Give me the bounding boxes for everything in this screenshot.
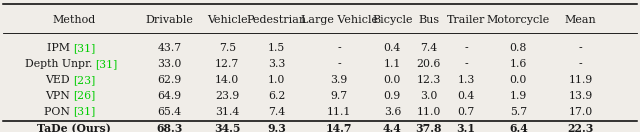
Text: Motorcycle: Motorcycle: [487, 15, 550, 25]
Text: 17.0: 17.0: [568, 107, 593, 117]
Text: 13.9: 13.9: [568, 91, 593, 101]
Text: [31]: [31]: [74, 43, 96, 53]
Text: -: -: [337, 59, 341, 69]
Text: VED: VED: [45, 75, 74, 85]
Text: 7.4: 7.4: [420, 43, 437, 53]
Text: 62.9: 62.9: [157, 75, 182, 85]
Text: Large Vehicle: Large Vehicle: [301, 15, 378, 25]
Text: 1.6: 1.6: [509, 59, 527, 69]
Text: [31]: [31]: [74, 107, 96, 117]
Text: 0.4: 0.4: [458, 91, 474, 101]
Text: 31.4: 31.4: [215, 107, 239, 117]
Text: VED [23]: VED [23]: [49, 75, 99, 85]
Text: 0.9: 0.9: [384, 91, 401, 101]
Text: 3.6: 3.6: [383, 107, 401, 117]
Text: 0.0: 0.0: [509, 75, 527, 85]
Text: IPM [31]: IPM [31]: [49, 43, 98, 53]
Text: 3.0: 3.0: [420, 91, 438, 101]
Text: 22.3: 22.3: [567, 123, 594, 132]
Text: 0.8: 0.8: [509, 43, 527, 53]
Text: 11.9: 11.9: [568, 75, 593, 85]
Text: 11.1: 11.1: [327, 107, 351, 117]
Text: Bicycle: Bicycle: [372, 15, 413, 25]
Text: 64.9: 64.9: [157, 91, 182, 101]
Text: 3.9: 3.9: [331, 75, 348, 85]
Text: 0.7: 0.7: [458, 107, 474, 117]
Text: Depth Unpr. [31]: Depth Unpr. [31]: [27, 59, 120, 69]
Text: VPN [26]: VPN [26]: [49, 91, 99, 101]
Text: 43.7: 43.7: [157, 43, 182, 53]
Text: Mean: Mean: [564, 15, 596, 25]
Text: 14.7: 14.7: [326, 123, 353, 132]
Text: 1.9: 1.9: [510, 91, 527, 101]
Text: [31]: [31]: [95, 59, 118, 69]
Text: Pedestrian: Pedestrian: [246, 15, 307, 25]
Text: 7.5: 7.5: [219, 43, 236, 53]
Text: 9.7: 9.7: [331, 91, 348, 101]
Text: -: -: [464, 59, 468, 69]
Text: 0.4: 0.4: [384, 43, 401, 53]
Text: IPM: IPM: [47, 43, 74, 53]
Text: 33.0: 33.0: [157, 59, 182, 69]
Text: 65.4: 65.4: [157, 107, 182, 117]
Text: 6.2: 6.2: [268, 91, 285, 101]
Text: VPN: VPN: [45, 91, 74, 101]
Text: 14.0: 14.0: [215, 75, 239, 85]
Text: -: -: [579, 59, 582, 69]
Text: -: -: [464, 43, 468, 53]
Text: 34.5: 34.5: [214, 123, 241, 132]
Text: 23.9: 23.9: [215, 91, 239, 101]
Text: 3.3: 3.3: [268, 59, 285, 69]
Text: [26]: [26]: [74, 91, 96, 101]
Text: 4.4: 4.4: [383, 123, 402, 132]
Text: -: -: [579, 43, 582, 53]
Text: 3.1: 3.1: [456, 123, 476, 132]
Text: Trailer: Trailer: [447, 15, 485, 25]
Text: 7.4: 7.4: [268, 107, 285, 117]
Text: 37.8: 37.8: [415, 123, 442, 132]
Text: Drivable: Drivable: [146, 15, 193, 25]
Text: 1.1: 1.1: [383, 59, 401, 69]
Text: Depth Unpr.: Depth Unpr.: [25, 59, 95, 69]
Text: [23]: [23]: [74, 75, 96, 85]
Text: TaDe (Ours): TaDe (Ours): [36, 123, 111, 132]
Text: 0.0: 0.0: [383, 75, 401, 85]
Text: 1.5: 1.5: [268, 43, 285, 53]
Text: 11.0: 11.0: [417, 107, 441, 117]
Text: 12.3: 12.3: [417, 75, 441, 85]
Text: 1.3: 1.3: [457, 75, 475, 85]
Text: 5.7: 5.7: [510, 107, 527, 117]
Text: 20.6: 20.6: [417, 59, 441, 69]
Text: PON [31]: PON [31]: [48, 107, 99, 117]
Text: 1.0: 1.0: [268, 75, 285, 85]
Text: 9.3: 9.3: [267, 123, 286, 132]
Text: Method: Method: [52, 15, 95, 25]
Text: Vehicle: Vehicle: [207, 15, 248, 25]
Text: Bus: Bus: [418, 15, 440, 25]
Text: 6.4: 6.4: [509, 123, 528, 132]
Text: 12.7: 12.7: [215, 59, 239, 69]
Text: PON: PON: [44, 107, 74, 117]
Text: -: -: [337, 43, 341, 53]
Text: 68.3: 68.3: [156, 123, 183, 132]
